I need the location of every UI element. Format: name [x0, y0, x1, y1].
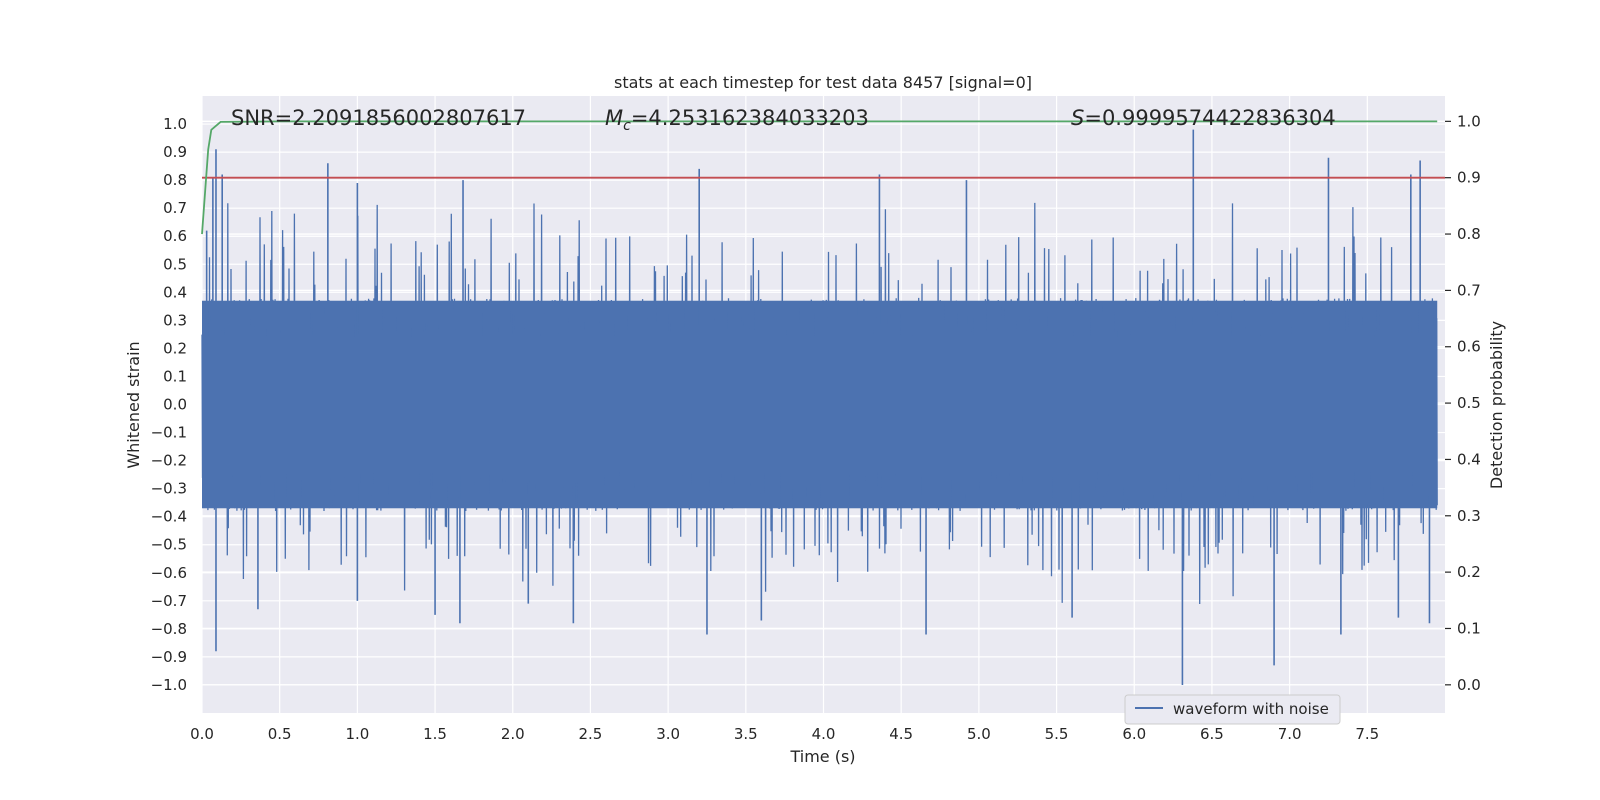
y-left-tick-label: 0.9 [163, 143, 187, 161]
y-left-tick-label: 0.3 [163, 311, 187, 329]
y-left-axis-label: Whitened strain [124, 341, 143, 468]
legend: waveform with noise [1124, 694, 1341, 725]
x-tick-label: 5.0 [967, 725, 991, 743]
x-tick-label: 3.5 [734, 725, 758, 743]
y-right-axis-label: Detection probability [1487, 321, 1506, 489]
x-tick-label: 5.5 [1045, 725, 1069, 743]
y-right-tick-label: 0.6 [1457, 338, 1481, 356]
y-right-tick-label: 0.1 [1457, 619, 1481, 637]
y-left-tick-label: 0.8 [163, 171, 187, 189]
y-left-tick-label: 0.7 [163, 199, 187, 217]
x-tick-label: 3.0 [656, 725, 680, 743]
y-left-tick-label: 0.5 [163, 255, 187, 273]
y-left-tick-label: −0.1 [151, 424, 187, 442]
x-tick-label: 7.5 [1355, 725, 1379, 743]
x-tick-label: 6.5 [1200, 725, 1224, 743]
y-left-tick-label: −0.8 [151, 620, 187, 638]
chart-title: stats at each timestep for test data 845… [614, 73, 1032, 92]
y-left-tick-label: −0.6 [151, 564, 187, 582]
score-annotation: S=0.9999574422836304 [1071, 106, 1336, 130]
y-right-tick-label: 0.0 [1457, 676, 1481, 694]
y-right-tick-label: 0.9 [1457, 169, 1481, 187]
y-left-tick-label: −0.2 [151, 452, 187, 470]
waveform-line [201, 202, 1438, 605]
y-left-tick-label: 0.1 [163, 367, 187, 385]
x-tick-label: 1.5 [423, 725, 447, 743]
x-tick-label: 1.0 [345, 725, 369, 743]
x-tick-label: 6.0 [1122, 725, 1146, 743]
y-left-tick-label: 0.0 [163, 396, 187, 414]
y-right-axis-ticks: 1.0 0.9 0.8 0.7 0.6 0.5 0.4 0.3 0.2 0.1 0.0 [1445, 112, 1481, 694]
x-tick-label: 0.0 [190, 725, 214, 743]
y-right-tick-label: 0.7 [1457, 281, 1481, 299]
legend-label-waveform: waveform with noise [1173, 700, 1329, 718]
detection-probability-line [201, 120, 1438, 235]
y-right-tick-label: 1.0 [1457, 112, 1481, 130]
chirp-mass-annotation: Mc=4.253162384033203 [605, 106, 869, 134]
y-left-tick-label: 0.4 [163, 283, 187, 301]
x-tick-label: 2.5 [579, 725, 603, 743]
snr-annotation: SNR=2.2091856002807617 [231, 106, 526, 130]
y-left-axis-ticks: 1.0 0.9 0.8 0.7 0.6 0.5 0.4 0.3 0.2 0.1 0.0 −0.1 −0.… [151, 115, 187, 694]
probability-series [201, 120, 1445, 235]
y-left-tick-label: 0.6 [163, 227, 187, 245]
y-right-tick-label: 0.8 [1457, 225, 1481, 243]
x-tick-label: 7.0 [1278, 725, 1302, 743]
y-right-tick-label: 0.5 [1457, 394, 1481, 412]
y-left-tick-label: 0.2 [163, 339, 187, 357]
y-right-tick-label: 0.3 [1457, 507, 1481, 525]
y-right-tick-label: 0.2 [1457, 563, 1481, 581]
x-tick-label: 2.0 [501, 725, 525, 743]
x-axis-ticks: 0.0 0.5 1.0 1.5 2.0 2.5 3.0 3.5 4.0 4.5 5.0 5.5 6.0 6… [190, 725, 1379, 743]
y-left-tick-label: −0.5 [151, 536, 187, 554]
x-tick-label: 0.5 [268, 725, 292, 743]
x-tick-label: 4.5 [889, 725, 913, 743]
x-axis-label: Time (s) [789, 747, 855, 766]
y-left-tick-label: −0.4 [151, 508, 187, 526]
y-right-tick-label: 0.4 [1457, 450, 1481, 468]
y-left-tick-label: −0.3 [151, 480, 187, 498]
legend-box [1124, 694, 1341, 725]
y-left-tick-label: −0.9 [151, 648, 187, 666]
y-left-tick-label: 1.0 [163, 115, 187, 133]
y-left-tick-label: −1.0 [151, 676, 187, 694]
waveform-series [201, 129, 1438, 685]
y-left-tick-label: −0.7 [151, 592, 187, 610]
x-tick-label: 4.0 [812, 725, 836, 743]
